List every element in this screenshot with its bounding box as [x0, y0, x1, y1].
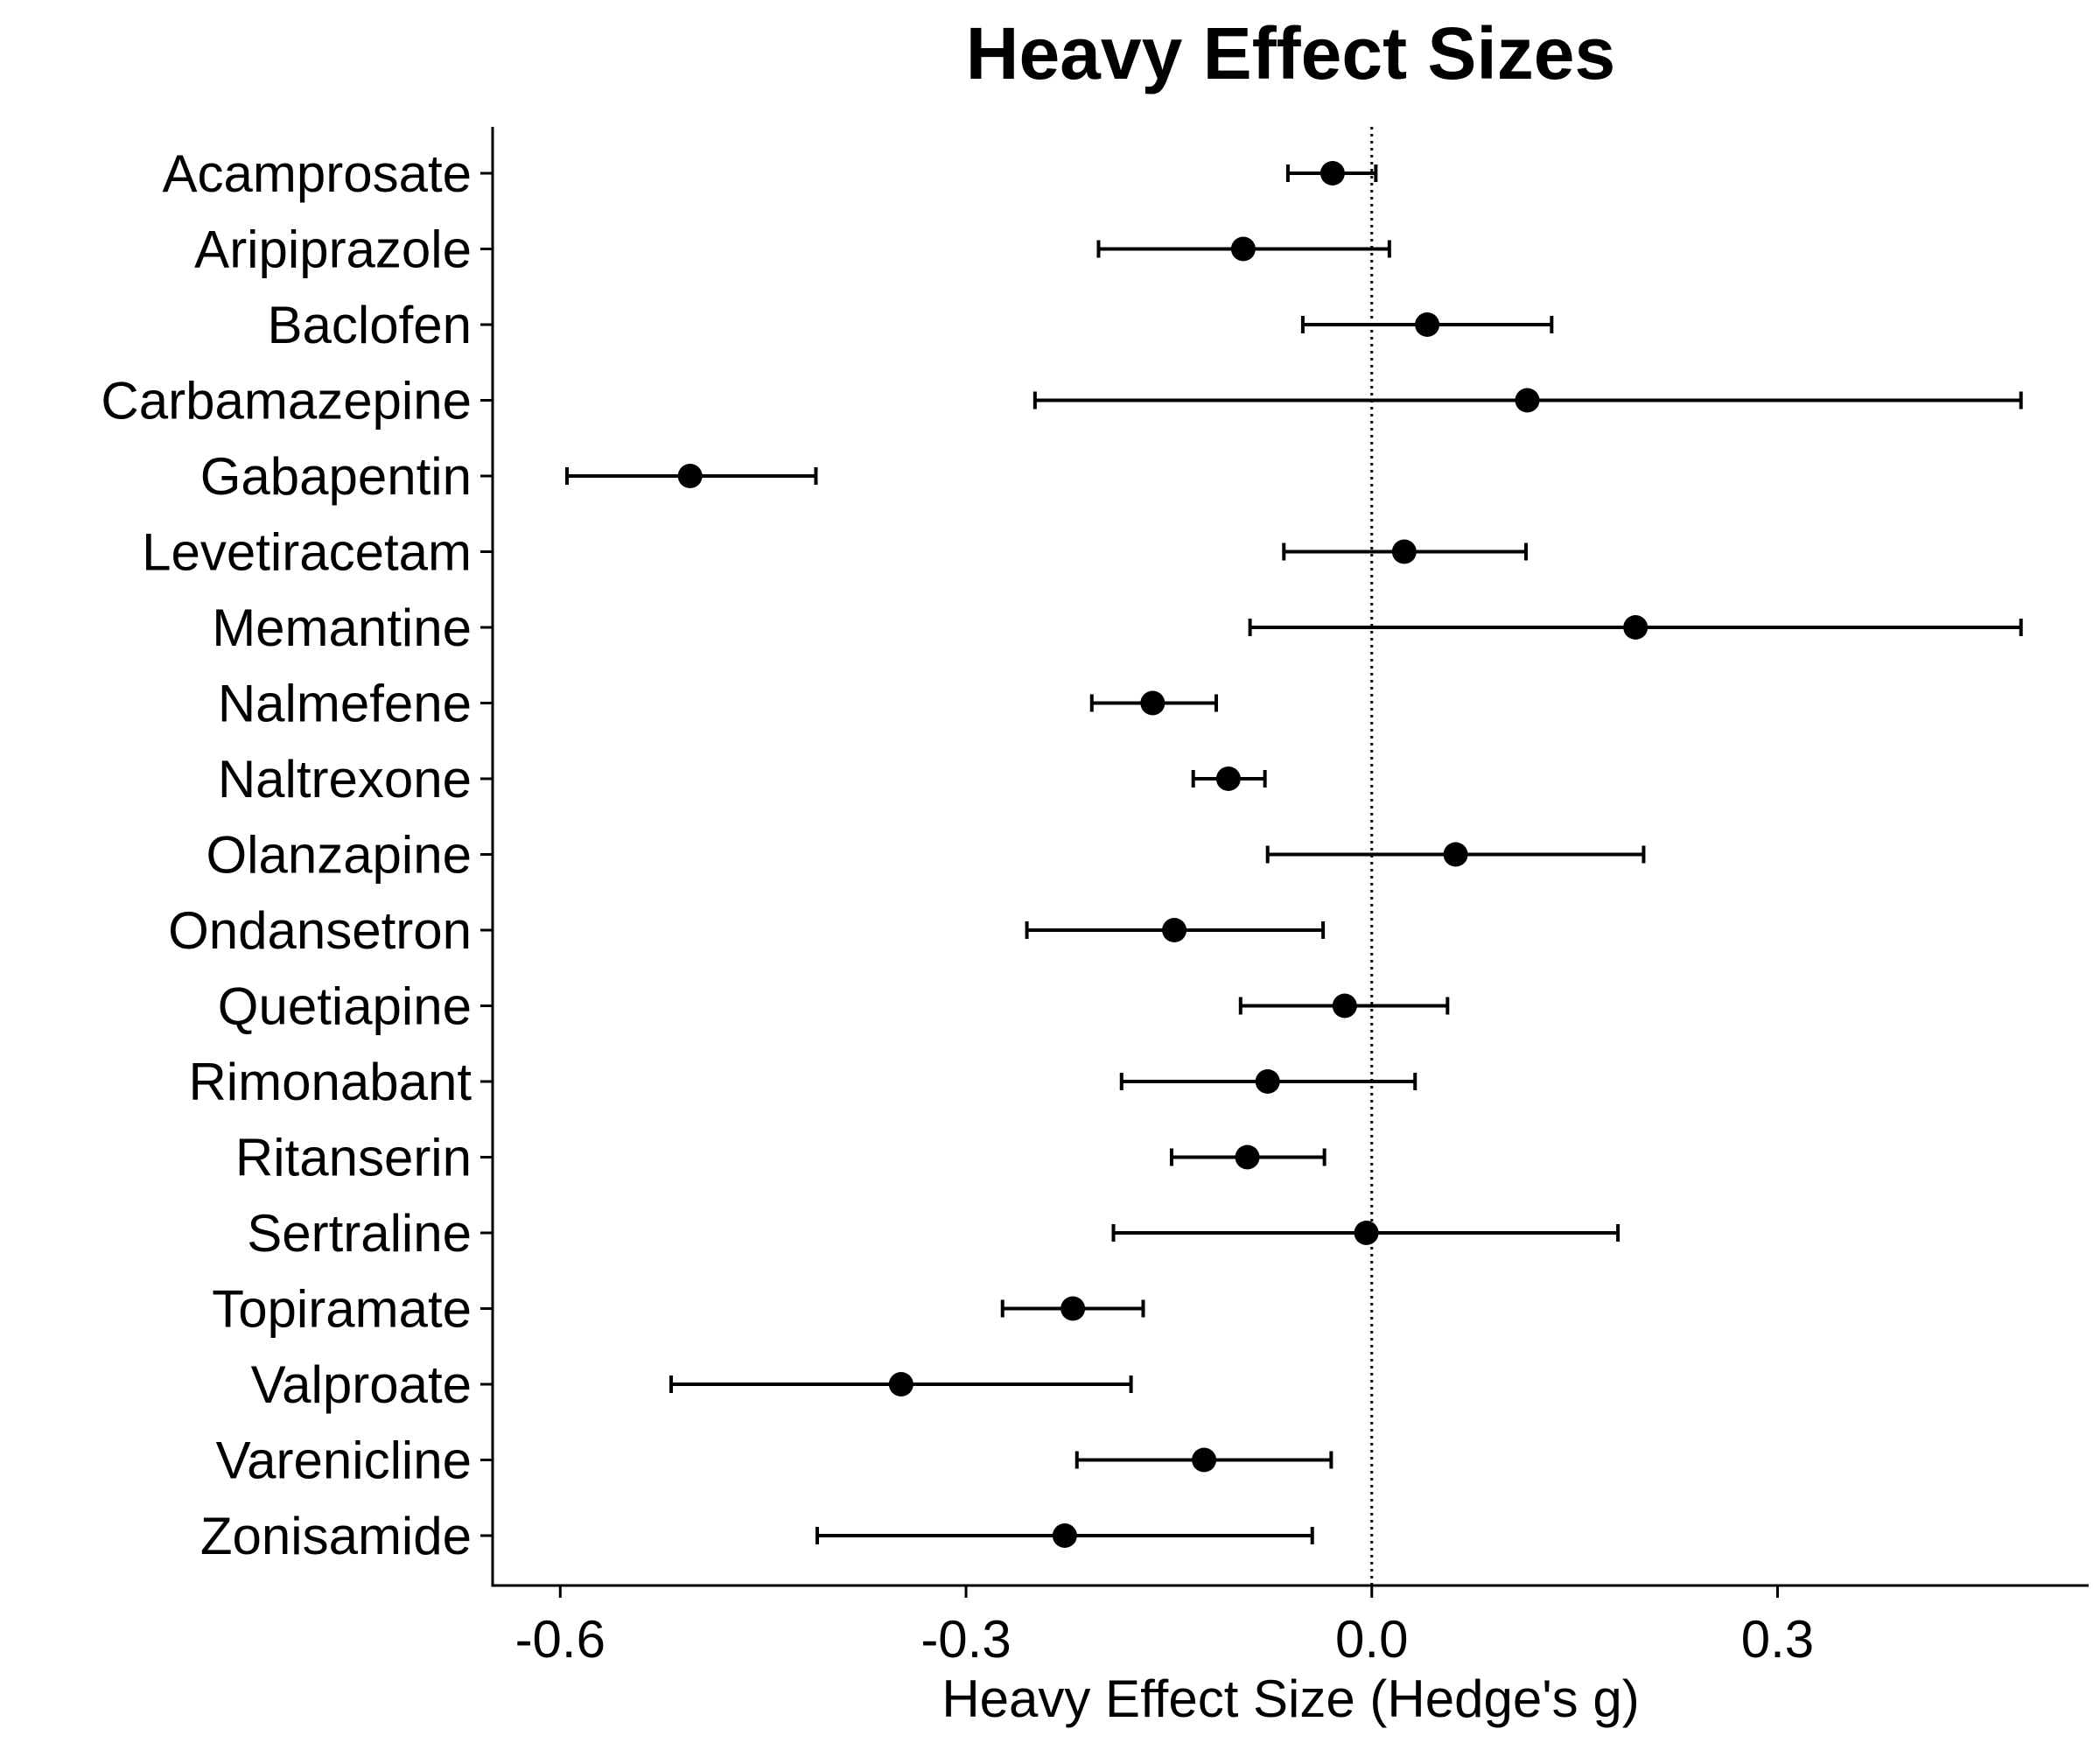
y-tick-label: Baclofen: [268, 296, 472, 354]
point-estimate: [1162, 918, 1187, 942]
point-estimate: [1515, 388, 1540, 413]
point-estimate: [1391, 539, 1417, 564]
point-estimate: [1140, 690, 1166, 716]
point-estimate: [1354, 1221, 1379, 1245]
point-estimate: [1255, 1069, 1280, 1094]
point-estimate: [1192, 1447, 1217, 1473]
y-tick-label: Aripiprazole: [194, 220, 472, 279]
y-tick-label: Zonisamide: [200, 1507, 472, 1565]
point-estimate: [1332, 993, 1357, 1018]
y-tick-label: Nalmefene: [218, 675, 472, 733]
point-estimate: [1235, 1144, 1260, 1170]
y-tick-label: Memantine: [212, 598, 472, 657]
x-tick-label: 0.0: [1335, 1610, 1408, 1669]
point-estimate: [1230, 236, 1256, 262]
x-tick-label: -0.3: [920, 1610, 1011, 1669]
y-tick-label: Varenicline: [216, 1432, 472, 1490]
point-estimate: [1060, 1296, 1086, 1321]
point-estimate: [1215, 766, 1241, 791]
y-tick-label: Quetiapine: [218, 977, 472, 1036]
y-tick-label: Ondansetron: [168, 901, 472, 960]
point-estimate: [677, 464, 703, 488]
x-tick-label: -0.6: [515, 1610, 606, 1669]
plot-area: [565, 127, 2023, 1586]
y-tick-label: Topiramate: [212, 1280, 472, 1339]
x-axis-title: Heavy Effect Size (Hedge's g): [942, 1670, 1639, 1728]
point-estimate: [1623, 615, 1648, 640]
y-tick-label: Olanzapine: [206, 826, 472, 885]
point-estimate: [1443, 842, 1468, 867]
point-estimate: [1052, 1523, 1077, 1548]
y-tick-label: Levetiracetam: [142, 523, 472, 582]
y-tick-label: Ritanserin: [235, 1129, 472, 1187]
point-estimate: [888, 1372, 914, 1396]
point-estimate: [1320, 161, 1345, 186]
y-tick-label: Rimonabant: [188, 1053, 472, 1111]
y-tick-label: Naltrexone: [218, 750, 472, 808]
chart-title: Heavy Effect Sizes: [966, 12, 1615, 94]
y-tick-label: Carbamazepine: [101, 372, 472, 430]
point-estimate: [1415, 312, 1440, 337]
y-tick-label: Valproate: [251, 1355, 472, 1414]
y-tick-label: Gabapentin: [200, 447, 472, 506]
y-tick-label: Sertraline: [247, 1204, 472, 1263]
x-axis-ticks: -0.6 -0.3 0.0 0.3: [515, 1586, 1814, 1669]
x-tick-label: 0.3: [1741, 1610, 1814, 1669]
y-axis-ticks: Acamprosate Aripiprazole Baclofen Carbamaze…: [101, 144, 493, 1565]
y-tick-label: Acamprosate: [163, 144, 472, 203]
